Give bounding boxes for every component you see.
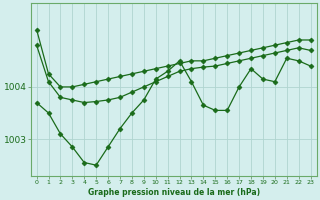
X-axis label: Graphe pression niveau de la mer (hPa): Graphe pression niveau de la mer (hPa) <box>88 188 260 197</box>
